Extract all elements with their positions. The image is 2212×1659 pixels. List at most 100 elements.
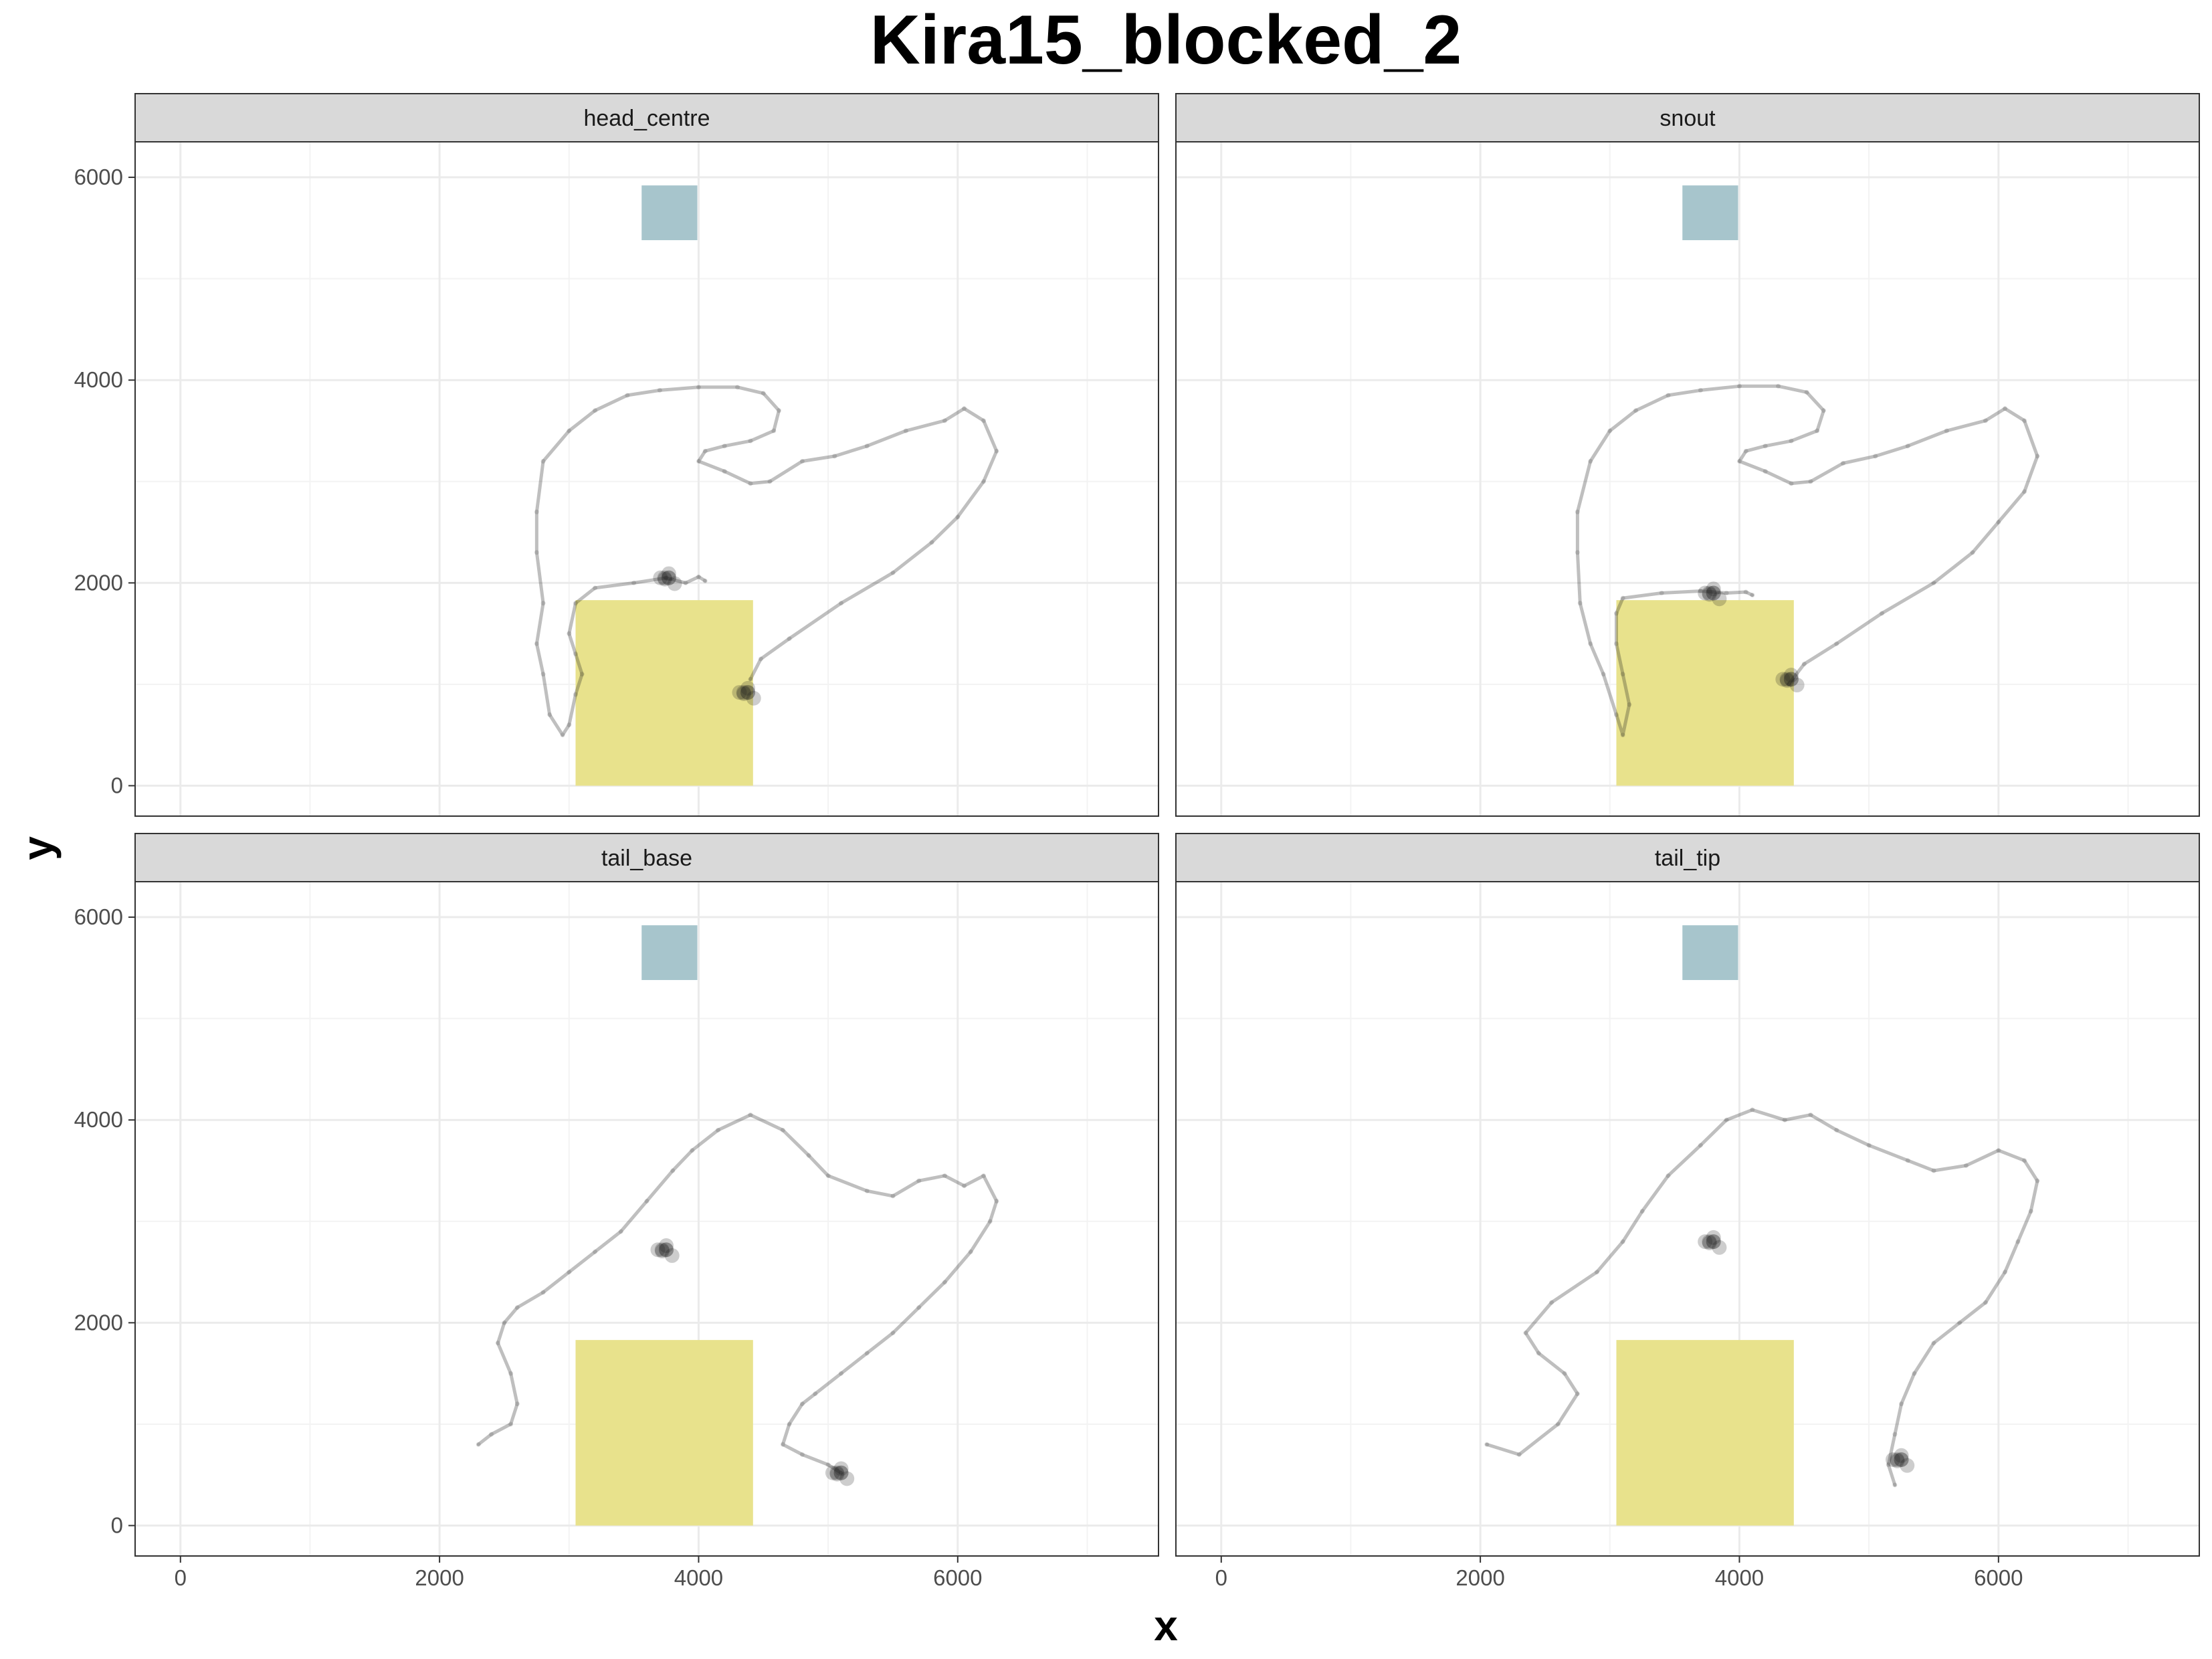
- trajectory-point: [1866, 1143, 1872, 1148]
- yellow-zone: [575, 1340, 753, 1526]
- dwell-cluster-point: [1894, 1452, 1909, 1467]
- plot-area: [1176, 882, 2199, 1556]
- trajectory-point: [1905, 444, 1910, 449]
- trajectory-point: [2022, 418, 2027, 423]
- dwell-cluster-point: [1702, 1236, 1717, 1251]
- plot-area: [135, 882, 1159, 1556]
- trajectory-point: [1620, 672, 1625, 677]
- trajectory-point: [489, 1432, 494, 1437]
- y-tick-label: 6000: [74, 165, 123, 189]
- dwell-cluster-point: [736, 685, 751, 700]
- trajectory-point: [1808, 1112, 1813, 1118]
- panel-border: [134, 881, 1159, 1557]
- trajectory-point: [1575, 509, 1580, 514]
- trajectory-point: [540, 1290, 546, 1295]
- trajectory-point: [942, 1280, 947, 1285]
- trajectory-point: [981, 1173, 987, 1179]
- dwell-cluster-point: [1775, 672, 1791, 687]
- trajectory-point: [690, 1148, 695, 1153]
- dwell-cluster-point: [746, 690, 761, 706]
- trajectory-point: [567, 428, 572, 433]
- trajectory-point: [968, 1249, 973, 1254]
- trajectory-point: [916, 1305, 922, 1310]
- trajectory-point: [771, 428, 777, 433]
- trajectory-point: [1620, 733, 1625, 738]
- trajectory-point: [1575, 550, 1580, 555]
- trajectory-point: [502, 1320, 507, 1325]
- trajectory-point: [625, 393, 630, 398]
- facet-strip-label: tail_tip: [1655, 846, 1720, 871]
- dwell-cluster-point: [664, 1248, 680, 1263]
- trajectory-point: [1892, 1432, 1898, 1437]
- dwell-cluster-point: [1702, 587, 1717, 602]
- facet-strip-label: snout: [1660, 106, 1716, 131]
- trajectory-point: [514, 1305, 520, 1310]
- trajectory-point: [1801, 662, 1807, 667]
- trajectory-point: [903, 428, 908, 433]
- trajectory-point: [1786, 682, 1791, 687]
- trajectory-point: [670, 1168, 676, 1173]
- trajectory-point: [1899, 1401, 1904, 1407]
- trajectory-point: [1763, 444, 1768, 449]
- dwell-cluster-point: [1783, 668, 1799, 683]
- dwell-cluster-point: [653, 570, 668, 585]
- facet-strip: [1175, 93, 2200, 142]
- trajectory-point: [567, 631, 572, 636]
- dwell-cluster-point: [1706, 1230, 1721, 1245]
- dwell-cluster-point: [1900, 1458, 1915, 1473]
- trajectory-point: [758, 656, 763, 662]
- trajectory-point: [567, 1270, 572, 1275]
- trajectory-point: [1834, 641, 1839, 646]
- trajectory-point: [1983, 1300, 1988, 1305]
- dwell-cluster-point: [1783, 672, 1799, 687]
- trajectory-point: [799, 458, 805, 464]
- dwell-cluster-point: [654, 1242, 670, 1258]
- trajectory-point: [1639, 1209, 1645, 1214]
- trajectory-point: [942, 1173, 947, 1179]
- trajectory-point: [1516, 1452, 1522, 1457]
- trajectory-point: [942, 418, 947, 423]
- trajectory-point: [1555, 1422, 1561, 1427]
- trajectory-point: [1944, 428, 1949, 433]
- trajectory-point: [761, 391, 766, 396]
- x-tick-label: 2000: [1455, 1565, 1504, 1590]
- x-tick-label: 6000: [1974, 1565, 2023, 1590]
- dwell-cluster-point: [1894, 1448, 1909, 1463]
- dwell-cluster-point: [1783, 672, 1799, 687]
- trajectory-point: [1620, 595, 1625, 601]
- trajectory-point: [1743, 448, 1748, 454]
- dwell-cluster-point: [667, 576, 682, 591]
- y-tick-label: 0: [111, 773, 123, 798]
- trajectory-point: [832, 454, 837, 459]
- trajectory-point: [1840, 461, 1845, 466]
- trajectory-point: [1905, 1158, 1910, 1163]
- dwell-cluster-point: [736, 686, 752, 702]
- trajectory-point: [839, 601, 844, 606]
- trajectory-point: [1912, 1371, 1917, 1376]
- trajectory-point: [618, 1229, 623, 1234]
- dwell-cluster-point: [658, 571, 673, 587]
- facet-strip: [134, 833, 1159, 882]
- trajectory-point: [1736, 383, 1742, 389]
- trajectory-point: [1750, 593, 1755, 598]
- dwell-cluster-point: [825, 1465, 840, 1480]
- trajectory-point: [1970, 550, 1975, 555]
- dwell-cluster-point: [740, 685, 756, 700]
- dwell-cluster-point: [829, 1465, 845, 1480]
- trajectory-point: [696, 574, 701, 579]
- trajectory-point: [1577, 601, 1583, 606]
- trajectory-point: [702, 578, 708, 583]
- dwell-cluster-point: [1706, 1234, 1721, 1250]
- y-tick-label: 0: [111, 1513, 123, 1538]
- trajectory-point: [748, 1112, 753, 1118]
- trajectory-point: [534, 641, 539, 646]
- yellow-zone: [1616, 600, 1794, 786]
- facet-strip-label: head_centre: [583, 106, 710, 131]
- trajectory-point: [1607, 428, 1613, 433]
- trajectory-point: [1666, 1173, 1671, 1179]
- dwell-cluster-point: [1698, 1234, 1713, 1250]
- trajectory-point: [1594, 1270, 1599, 1275]
- trajectory-point: [1892, 1482, 1898, 1488]
- dwell-cluster-point: [661, 570, 676, 585]
